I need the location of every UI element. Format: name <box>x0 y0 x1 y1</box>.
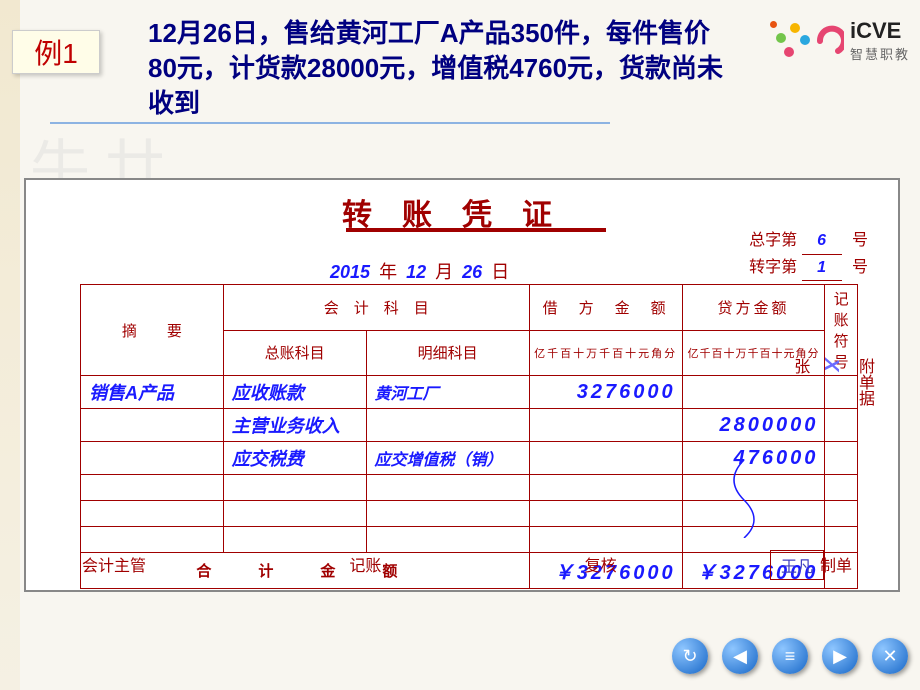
col-debit: 借 方 金 额 <box>529 285 682 331</box>
voucher-card: 转账凭证 总字第 6 号 转字第 1 号 2015 年 12 月 26 日 摘 … <box>24 178 900 592</box>
voucher-title-underline <box>346 228 606 232</box>
cell-summary <box>81 409 224 442</box>
sig-bookkeep: 记账 <box>349 552 381 576</box>
table-row: 主营业务收入 2800000 <box>81 409 858 442</box>
date-year-unit: 年 <box>379 262 397 282</box>
col-subject: 会 计 科 目 <box>223 285 529 331</box>
table-row: 销售A产品应收账款黄河工厂3276000 <box>81 376 858 409</box>
col-credit: 贷方金额 <box>682 285 825 331</box>
cell-summary <box>81 475 224 501</box>
table-row <box>81 527 858 553</box>
cell-debit <box>529 442 682 475</box>
attach-unit: 张 <box>791 358 808 374</box>
table-row <box>81 475 858 501</box>
menu-button[interactable]: ≡ <box>772 638 808 674</box>
cell-credit: 476000 <box>682 442 825 475</box>
cell-debit <box>529 527 682 553</box>
voucher-date: 2015 年 12 月 26 日 <box>326 258 509 284</box>
zhuan-label: 转字第 <box>749 259 797 276</box>
cell-summary <box>81 501 224 527</box>
attach-label: 附单据 <box>856 358 873 406</box>
voucher-numbers: 总字第 6 号 转字第 1 号 <box>749 228 868 281</box>
logo-main-text: iCVE <box>850 18 910 44</box>
digit-headers-debit: 亿千百十万千百十元角分 <box>534 348 677 360</box>
cell-detail <box>366 527 529 553</box>
title-underline <box>50 122 610 124</box>
cell-detail <box>366 501 529 527</box>
date-day: 26 <box>462 262 482 282</box>
attach-count: X <box>820 358 842 371</box>
cell-debit <box>529 409 682 442</box>
cell-credit <box>682 527 825 553</box>
cell-debit: 3276000 <box>529 376 682 409</box>
signature-row: 会计主管 记账 复核 制单 <box>82 552 852 576</box>
page-title: 12月26日，售给黄河工厂A产品350件，每件售价80元，计货款28000元，增… <box>148 16 728 121</box>
cell-summary: 销售A产品 <box>81 376 224 409</box>
attachment-note: 附单据 X 张 <box>784 358 878 406</box>
cell-ledger <box>223 527 366 553</box>
logo-e-icon <box>816 23 844 59</box>
prev-button[interactable]: ◀ <box>722 638 758 674</box>
cell-mark <box>825 475 858 501</box>
header: 例1 12月26日，售给黄河工厂A产品350件，每件售价80元，计货款28000… <box>0 8 920 128</box>
zong-unit: 号 <box>852 232 868 249</box>
cell-credit <box>682 501 825 527</box>
table-row: 应交税费应交增值税（销） 476000 <box>81 442 858 475</box>
zong-value: 6 <box>802 228 842 255</box>
sig-supervisor: 会计主管 <box>82 552 146 576</box>
cell-ledger: 主营业务收入 <box>223 409 366 442</box>
date-year: 2015 <box>330 262 370 282</box>
cell-ledger <box>223 475 366 501</box>
sig-review: 复核 <box>585 552 617 576</box>
cell-summary <box>81 442 224 475</box>
date-month-unit: 月 <box>435 262 453 282</box>
cell-mark <box>825 409 858 442</box>
cell-mark <box>825 442 858 475</box>
sig-prepare: 制单 <box>820 552 852 576</box>
cell-ledger: 应收账款 <box>223 376 366 409</box>
preparer-name: 王凡 <box>770 550 824 580</box>
cell-mark <box>825 501 858 527</box>
close-button[interactable]: ✕ <box>872 638 908 674</box>
logo-sub-text: 智慧职教 <box>850 44 910 63</box>
cell-ledger: 应交税费 <box>223 442 366 475</box>
col-ledger: 总账科目 <box>223 330 366 376</box>
col-detail: 明细科目 <box>366 330 529 376</box>
cell-detail <box>366 409 529 442</box>
cell-detail <box>366 475 529 501</box>
cell-debit <box>529 475 682 501</box>
date-day-unit: 日 <box>491 262 509 282</box>
logo-icon <box>770 21 810 61</box>
next-button[interactable]: ▶ <box>822 638 858 674</box>
col-summary: 摘 要 <box>81 285 224 376</box>
cell-debit <box>529 501 682 527</box>
zhuan-value: 1 <box>802 255 842 282</box>
cell-ledger <box>223 501 366 527</box>
cell-detail: 应交增值税（销） <box>366 442 529 475</box>
date-month: 12 <box>406 262 426 282</box>
cell-detail: 黄河工厂 <box>366 376 529 409</box>
logo: iCVE 智慧职教 <box>770 18 910 63</box>
voucher-table: 摘 要 会 计 科 目 借 方 金 额 贷方金额 记账符号 总账科目 明细科目 … <box>80 284 858 589</box>
zhuan-unit: 号 <box>852 259 868 276</box>
cell-mark <box>825 527 858 553</box>
nav-bar: ↻ ◀ ≡ ▶ ✕ <box>672 638 908 674</box>
cell-summary <box>81 527 224 553</box>
cell-credit <box>682 475 825 501</box>
example-label: 例1 <box>12 30 100 74</box>
refresh-button[interactable]: ↻ <box>672 638 708 674</box>
zong-label: 总字第 <box>749 232 797 249</box>
table-row <box>81 501 858 527</box>
debit-digits: 亿千百十万千百十元角分 <box>529 330 682 376</box>
cell-credit: 2800000 <box>682 409 825 442</box>
